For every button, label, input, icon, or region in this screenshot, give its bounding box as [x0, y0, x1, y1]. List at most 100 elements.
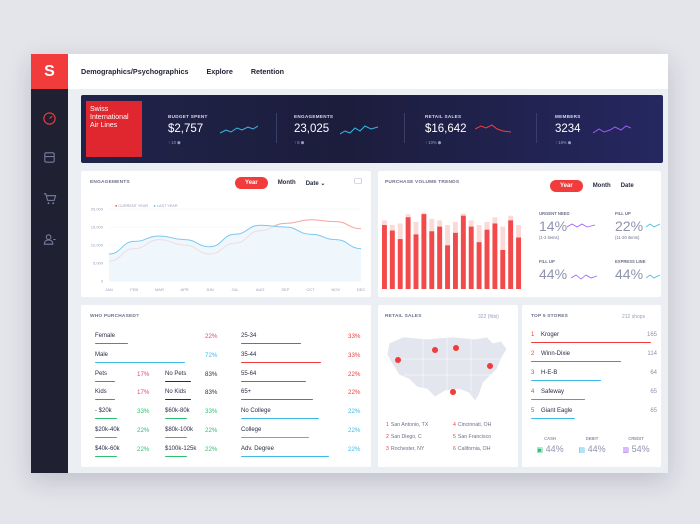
edu-bar: [241, 418, 319, 420]
legend: ● CURRENT YEAR ● LAST YEAR: [115, 204, 178, 208]
users-icon[interactable]: [42, 232, 57, 247]
members-sparkline: [593, 125, 631, 134]
bar: [405, 217, 411, 289]
express-sparkline: [646, 274, 660, 279]
tab-date[interactable]: Date: [620, 183, 634, 189]
male-bar: [95, 362, 185, 364]
edu-bar: [241, 456, 329, 458]
age-bar: [241, 381, 306, 383]
x-tick-label: NOV: [331, 287, 340, 292]
y-tick-label: 20,000: [91, 207, 104, 212]
x-tick-label: MAR: [155, 287, 164, 292]
y-tick-label: 15,000: [91, 225, 104, 230]
calendar-icon[interactable]: [354, 178, 362, 184]
payment-cash: CASH ▣ 44%: [536, 436, 564, 454]
city-item: 5 San Francisco: [453, 434, 492, 440]
store-bar: [531, 418, 575, 420]
bar: [413, 234, 419, 289]
engagements-card: ENGAGEMENTS Year Month Date ⌄ ● CURRENT …: [81, 171, 371, 297]
bar: [445, 245, 451, 289]
bar: [437, 226, 443, 289]
stat-express-line: EXPRESS LINE 44%: [615, 259, 646, 282]
kpi-retail-sales: RETAIL SALES $16,642 ↑ 10% ⬢: [425, 114, 511, 145]
x-tick-label: JUN: [206, 287, 214, 292]
purchase-bar-chart: [382, 212, 522, 289]
tab-year[interactable]: Year: [550, 180, 583, 192]
x-tick-label: JAN: [105, 287, 113, 292]
stat-fill-up-1: FILL UP 22% (11-20 items): [615, 211, 644, 240]
kpi-banner: Swiss International Air Lines BUDGET SPE…: [81, 95, 663, 163]
age-bar: [241, 399, 313, 401]
retail-sales-card: RETAIL SALES 322 (fdsi) 1 San Antonio, TX…: [378, 305, 518, 467]
map-pin-icon[interactable]: [487, 363, 494, 374]
store-bar: [531, 342, 651, 344]
nav-explore[interactable]: Explore: [206, 67, 233, 76]
tab-date[interactable]: Date ⌄: [305, 180, 326, 187]
bar: [397, 239, 403, 289]
city-item: 6 California, OH: [453, 446, 491, 452]
app-logo[interactable]: S: [31, 54, 68, 89]
credit-card-icon: ▥: [622, 447, 630, 454]
store-bar: [531, 399, 585, 401]
map-pin-icon[interactable]: [450, 389, 457, 400]
bar: [468, 226, 474, 289]
urgent-sparkline: [567, 223, 595, 228]
income-bar: [165, 437, 187, 439]
nav-demographics[interactable]: Demographics/Psychographics: [81, 67, 189, 76]
age-bar: [241, 362, 321, 364]
bar: [508, 220, 514, 289]
female-bar: [95, 343, 128, 345]
purchase-volume-card: PURCHASE VOLUME TRENDS Year Month Date U…: [378, 171, 661, 297]
y-tick-label: 10,000: [91, 243, 104, 248]
engagements-tabs: Year Month Date ⌄: [235, 177, 335, 189]
engagements-sparkline: [340, 125, 378, 135]
map-pin-icon[interactable]: [432, 347, 439, 358]
speedometer-icon[interactable]: [42, 111, 57, 126]
divider: [276, 113, 277, 143]
bar: [492, 223, 498, 289]
city-item: 3 Rochester, NY: [386, 446, 425, 452]
kpi-members: MEMBERS 3234 ↑ 18% ⬢: [555, 114, 631, 145]
top-stores-card: TOP 5 STORES 212 shops 1 Kroger 165 2 Winn-…: [522, 305, 661, 467]
x-tick-label: DEC: [357, 287, 366, 292]
city-item: 2 San Diego, C: [386, 434, 422, 440]
stat-urgent-need: URGENT NEED 14% (1-2 items): [539, 211, 570, 240]
nav-retention[interactable]: Retention: [250, 67, 284, 76]
bar: [476, 242, 482, 289]
city-item: 4 Cincinnati, OH: [453, 422, 492, 428]
bank-icon[interactable]: [42, 150, 57, 165]
bar: [516, 237, 522, 289]
tab-month[interactable]: Month: [277, 180, 296, 186]
bar: [484, 229, 490, 289]
income-bar: [95, 418, 117, 420]
stat-fill-up-2: FILL UP 44%: [539, 259, 568, 282]
map-pin-icon[interactable]: [453, 345, 460, 356]
x-tick-label: JUL: [231, 287, 239, 292]
income-bar: [95, 456, 117, 458]
bar: [382, 225, 387, 289]
cart-icon[interactable]: [42, 191, 57, 206]
us-map: [386, 336, 508, 402]
divider: [536, 113, 537, 143]
tab-year[interactable]: Year: [235, 177, 268, 189]
income-bar: [165, 418, 187, 420]
retail-sparkline: [475, 124, 511, 133]
no-pets-bar: [165, 381, 191, 383]
bar: [500, 250, 506, 289]
kpi-budget: BUDGET SPENT $2,757 ↑ 10 ⬢: [168, 114, 258, 145]
budget-sparkline: [220, 125, 258, 134]
x-tick-label: APR: [180, 287, 188, 292]
series-area: [109, 225, 361, 281]
store-bar: [531, 380, 601, 382]
bar: [389, 230, 395, 289]
pets-bar: [95, 381, 115, 383]
map-pin-icon[interactable]: [395, 357, 402, 368]
tab-month[interactable]: Month: [592, 183, 611, 189]
kpi-engagements: ENGAGEMENTS 23,025 ↑ 8 ⬢: [294, 114, 378, 145]
series-line: [108, 224, 362, 255]
income-bar: [165, 456, 187, 458]
x-tick-label: OCT: [306, 287, 315, 292]
edu-bar: [241, 437, 309, 439]
bar: [421, 214, 427, 289]
